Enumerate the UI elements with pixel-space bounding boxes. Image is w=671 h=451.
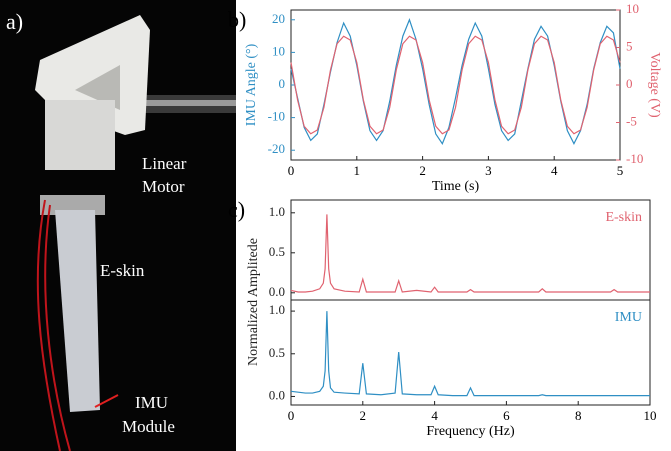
photo-label: Motor [142,177,185,196]
panel-label: b) [228,7,246,32]
photo-label: IMU [135,393,168,412]
legend-label: IMU [615,310,642,325]
mount-hole [75,65,120,110]
photo-label: Linear [142,154,187,173]
y2-tick-label: -5 [626,113,637,128]
x-tick-label: 5 [617,163,624,178]
series-line [290,35,621,135]
x-tick-label: 2 [419,163,426,178]
y2-tick-label: 0 [626,76,633,91]
y-tick-label: 1.0 [269,204,285,219]
legend-label: E-skin [605,210,642,225]
x-tick-label: 8 [575,408,582,423]
wires [36,199,71,451]
rail-shaft [130,100,236,106]
series-line [290,311,650,397]
y-tick-label: 0.5 [269,244,285,259]
y2-tick-label: 10 [626,1,639,16]
y-tick-label: 0.5 [269,345,285,360]
photo: a) Linear Motor E-skin IMU Module [0,0,236,451]
y-tick-label: 20 [272,11,285,26]
panel-label: a) [6,9,23,34]
y-tick-label: 0.0 [269,387,285,402]
x-tick-label: 3 [485,163,492,178]
x-tick-label: 0 [288,163,295,178]
x-axis-label: Frequency (Hz) [426,424,515,439]
x-tick-label: 1 [354,163,361,178]
x-tick-label: 4 [431,408,438,423]
y-tick-label: 10 [272,43,285,58]
y-tick-label: 0.0 [269,284,285,299]
skin-top [45,100,115,170]
y2-tick-label: 5 [626,38,633,53]
x-tick-label: 6 [503,408,510,423]
pointer-arrow [94,394,119,408]
y-tick-label: -20 [268,141,285,156]
x-axis-label: Time (s) [432,179,480,194]
plot-frame [290,299,651,406]
x-tick-label: 2 [360,408,367,423]
series-line [290,214,650,293]
y-axis-label: IMU Angle (°) [244,43,259,126]
y-tick-label: -10 [268,109,285,124]
y-tick-label: 1.0 [269,302,285,317]
photo-label: E-skin [100,261,145,280]
y2-axis-label: Voltage (V) [647,52,662,118]
x-tick-label: 4 [551,163,558,178]
x-tick-label: 10 [644,408,657,423]
photo-label: Module [122,417,175,436]
skin-strip [55,210,100,412]
x-tick-label: 0 [288,408,295,423]
series-line [290,18,621,146]
panel-label: c) [228,197,245,222]
y-tick-label: 0 [279,76,286,91]
y2-tick-label: -10 [626,151,643,166]
plot-frame [290,199,651,301]
y-axis-label: Normalized Amplitede [246,238,261,366]
